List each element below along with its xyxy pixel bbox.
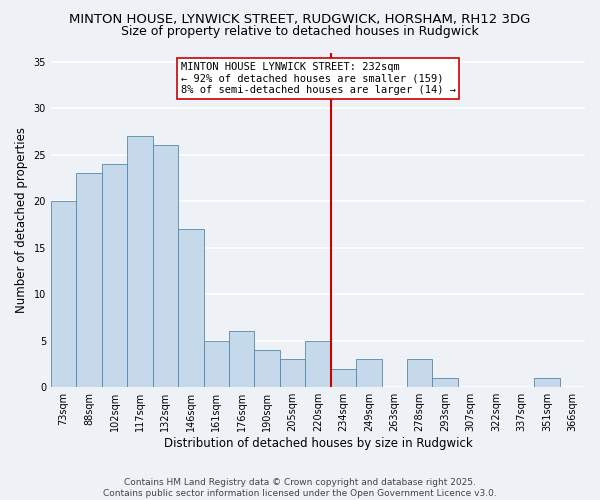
Bar xyxy=(76,174,102,387)
Bar xyxy=(152,146,178,387)
Bar xyxy=(127,136,152,387)
Text: MINTON HOUSE LYNWICK STREET: 232sqm
← 92% of detached houses are smaller (159)
8: MINTON HOUSE LYNWICK STREET: 232sqm ← 92… xyxy=(181,62,455,95)
Bar xyxy=(331,368,356,387)
Bar xyxy=(102,164,127,387)
Bar xyxy=(305,340,331,387)
Bar xyxy=(229,332,254,387)
Bar xyxy=(433,378,458,387)
Text: Contains HM Land Registry data © Crown copyright and database right 2025.
Contai: Contains HM Land Registry data © Crown c… xyxy=(103,478,497,498)
Bar xyxy=(51,202,76,387)
X-axis label: Distribution of detached houses by size in Rudgwick: Distribution of detached houses by size … xyxy=(164,437,472,450)
Bar xyxy=(280,360,305,387)
Bar xyxy=(178,229,203,387)
Bar xyxy=(407,360,433,387)
Text: MINTON HOUSE, LYNWICK STREET, RUDGWICK, HORSHAM, RH12 3DG: MINTON HOUSE, LYNWICK STREET, RUDGWICK, … xyxy=(70,12,530,26)
Y-axis label: Number of detached properties: Number of detached properties xyxy=(15,127,28,313)
Bar xyxy=(356,360,382,387)
Bar xyxy=(534,378,560,387)
Bar xyxy=(254,350,280,387)
Bar xyxy=(203,340,229,387)
Text: Size of property relative to detached houses in Rudgwick: Size of property relative to detached ho… xyxy=(121,25,479,38)
